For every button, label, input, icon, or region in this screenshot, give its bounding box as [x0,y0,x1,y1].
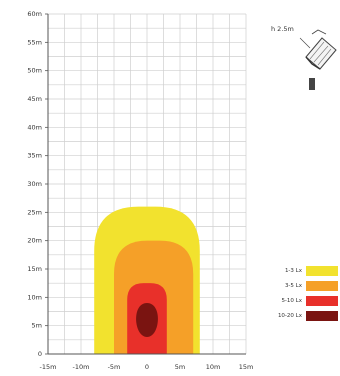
x-tick-label: 10m [206,363,221,371]
y-tick-label: 10m [27,293,42,301]
lux-zones [94,206,200,354]
lamp-icon [299,29,337,90]
legend-swatch [306,311,338,321]
y-tick-label: 50m [27,67,42,75]
y-tick-label: 35m [27,152,42,160]
x-tick-label: -15m [40,363,57,371]
y-tick-label: 45m [27,95,42,103]
y-tick-label: 60m [27,10,42,18]
y-tick-label: 15m [27,265,42,273]
legend-item: 1-3 Lx [258,266,338,276]
y-tick-label: 0 [38,350,42,358]
y-tick-label: 5m [32,322,42,330]
legend-swatch [306,281,338,291]
legend-swatch [306,296,338,306]
legend-label: 3-5 Lx [284,283,302,289]
legend-item: 10-20 Lx [258,311,338,321]
lux-zone-3 [136,303,158,337]
legend-label: 5-10 Lx [281,298,302,304]
mounting-height-label: h 2.5m [271,25,294,33]
x-tick-label: 5m [175,363,185,371]
x-tick-label: 15m [239,363,254,371]
x-tick-label: 0 [145,363,149,371]
y-axis-ticks: 0 5m 10m 15m 20m 25m 30m 35m 40m 45m 50m 55m 60m [27,10,48,358]
legend: 1-3 Lx 3-5 Lx 5-10 Lx 10-20 Lx [258,266,338,326]
y-tick-label: 25m [27,208,42,216]
x-tick-label: -5m [108,363,121,371]
legend-label: 1-3 Lx [284,268,302,274]
y-tick-label: 30m [27,180,42,188]
legend-swatch [306,266,338,276]
legend-item: 5-10 Lx [258,296,338,306]
x-tick-label: -10m [73,363,90,371]
y-tick-label: 20m [27,237,42,245]
y-tick-label: 40m [27,123,42,131]
x-axis-ticks: -15m -10m -5m 0 5m 10m 15m [40,363,254,371]
legend-label: 10-20 Lx [277,313,302,319]
y-tick-label: 55m [27,38,42,46]
legend-item: 3-5 Lx [258,281,338,291]
